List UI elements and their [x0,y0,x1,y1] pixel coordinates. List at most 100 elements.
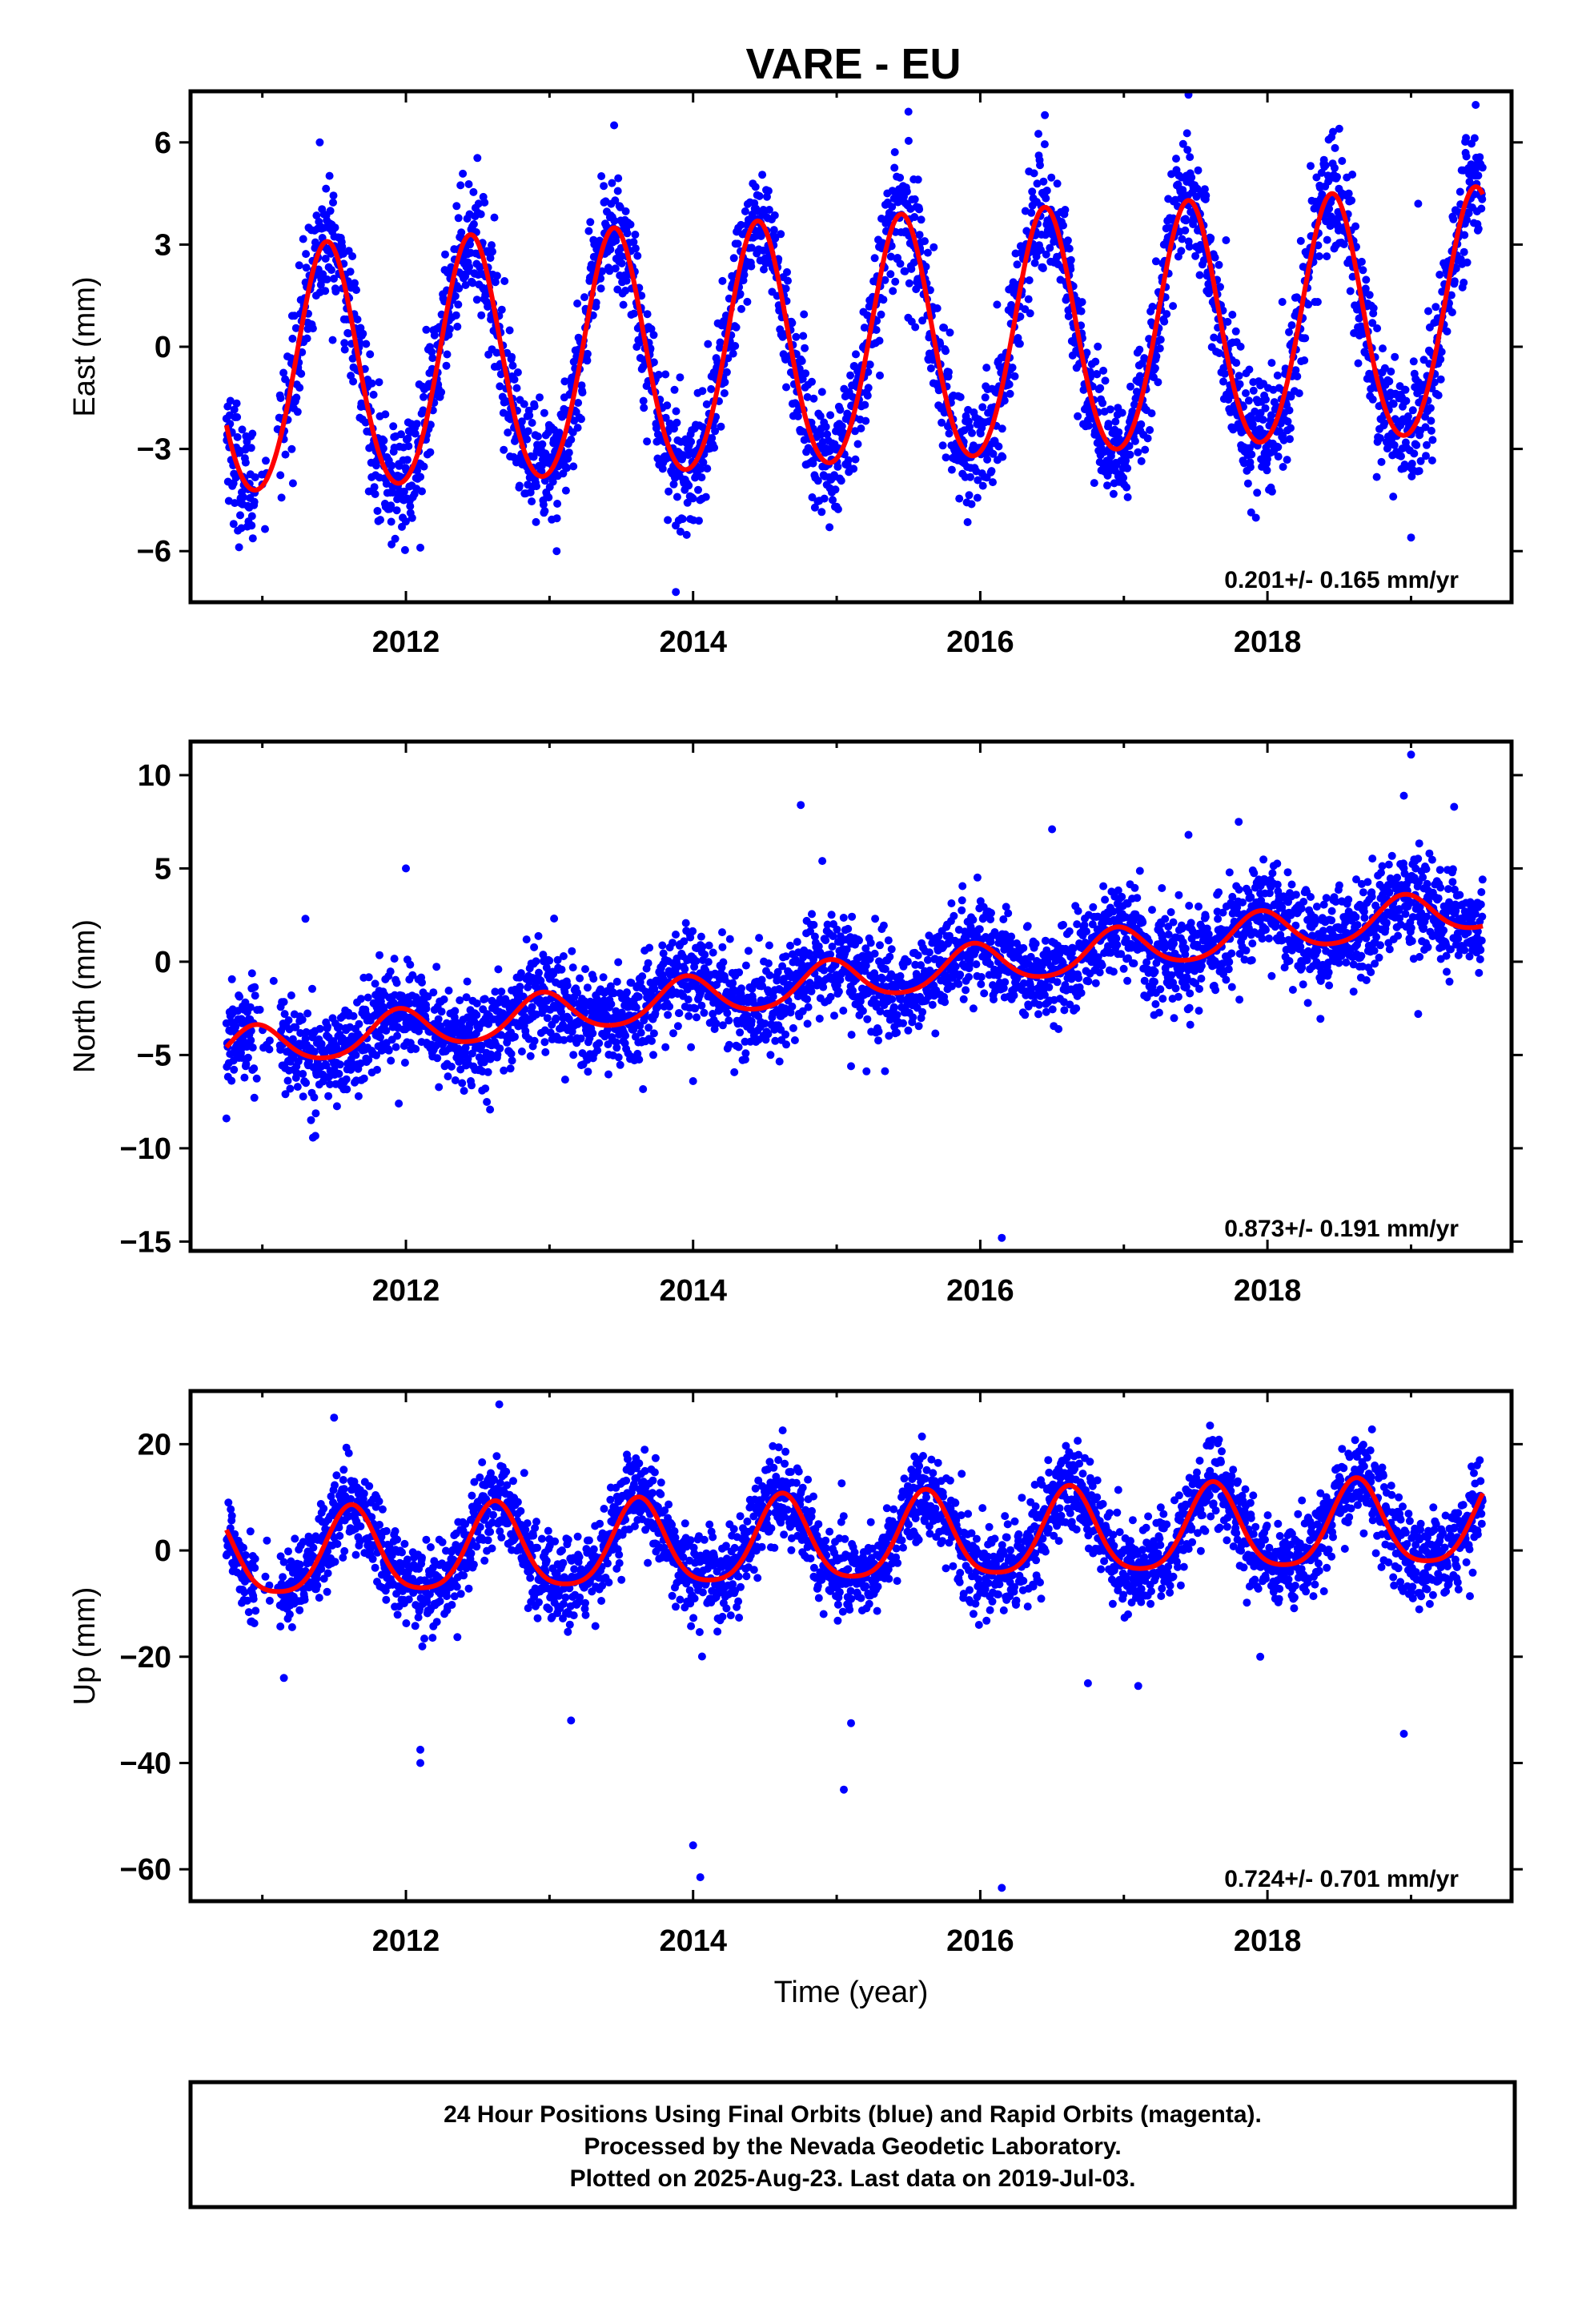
north-point [693,1013,701,1022]
east-point [468,279,477,287]
east-point [654,371,663,379]
east-point [451,292,460,300]
north-point [557,1007,565,1016]
north-point [343,1085,351,1094]
north-point [612,1043,621,1052]
east-point [418,487,426,496]
east-point [552,514,561,523]
north-point [769,992,777,1001]
east-point [231,499,239,508]
north-point [925,931,934,940]
east-point [800,310,809,319]
north-point [820,966,829,975]
east-point [233,412,242,421]
east-point [623,229,632,238]
east-point [946,328,954,337]
east-point [1478,163,1487,172]
north-point [804,1003,813,1011]
east-point [544,493,553,502]
north-point [725,935,734,943]
north-point [500,1066,508,1075]
east-point [548,477,557,486]
east-point [1024,295,1033,304]
east-point [1357,257,1366,266]
east-point [1074,412,1082,420]
north-point [701,951,709,959]
east-point [771,234,780,243]
north-point [494,965,503,974]
north-point [876,941,884,950]
north-point [516,969,525,978]
north-point [539,951,548,959]
north-point [576,1034,585,1043]
east-point [247,521,256,530]
east-point [1006,389,1014,398]
east-point [573,300,582,308]
east-point [564,454,572,463]
east-point [737,304,745,313]
east-point [1039,177,1048,186]
north-point [876,1007,885,1015]
east-point [1026,309,1034,318]
east-point [833,505,842,513]
north-point [607,999,616,1008]
north-point [310,1047,319,1056]
north-point [545,956,554,965]
north-point [493,1050,502,1059]
north-point [798,1007,807,1015]
east-point [1010,372,1019,380]
north-point [781,952,790,961]
east-point [1474,224,1483,233]
east-point [408,513,416,522]
east-point [621,287,630,295]
east-point [955,494,964,503]
east-point [1046,243,1054,252]
east-point [788,319,797,328]
north-point [871,915,880,923]
north-point [387,1056,396,1065]
east-point [348,252,357,260]
north-point [697,932,705,941]
north-point [384,1046,393,1055]
east-point [1407,460,1416,468]
east-point [1147,409,1156,418]
east-point [1365,291,1374,300]
east-point [321,255,330,263]
north-point [680,937,689,946]
north-point [635,1055,644,1064]
north-point [793,938,801,947]
east-point [322,184,331,193]
east-point [403,456,412,464]
east-point [524,427,532,436]
east-point [797,356,806,365]
east-point [837,422,846,431]
north-point [440,995,448,1003]
east-point [1447,308,1456,316]
north-point [847,1031,856,1039]
east-point [829,496,837,505]
east-point [1246,463,1255,472]
north-point [516,983,524,991]
north-point [436,1022,445,1031]
east-point [1434,391,1443,400]
east-point [911,323,920,332]
east-point [1452,264,1460,273]
east-point [1154,378,1162,387]
east-point [1199,255,1208,264]
east-point [1435,271,1444,279]
east-point [1178,235,1186,243]
east-point [373,507,382,515]
east-point [567,436,576,444]
north-point [826,950,835,959]
east-point [515,481,524,490]
north-point [279,998,288,1007]
north-point [719,958,728,967]
north-point [335,1069,343,1078]
east-point [1427,456,1436,464]
north-point [803,1019,812,1028]
east-point [697,464,705,473]
north-point [649,1051,657,1059]
north-point [589,975,598,983]
east-point [1462,152,1471,161]
